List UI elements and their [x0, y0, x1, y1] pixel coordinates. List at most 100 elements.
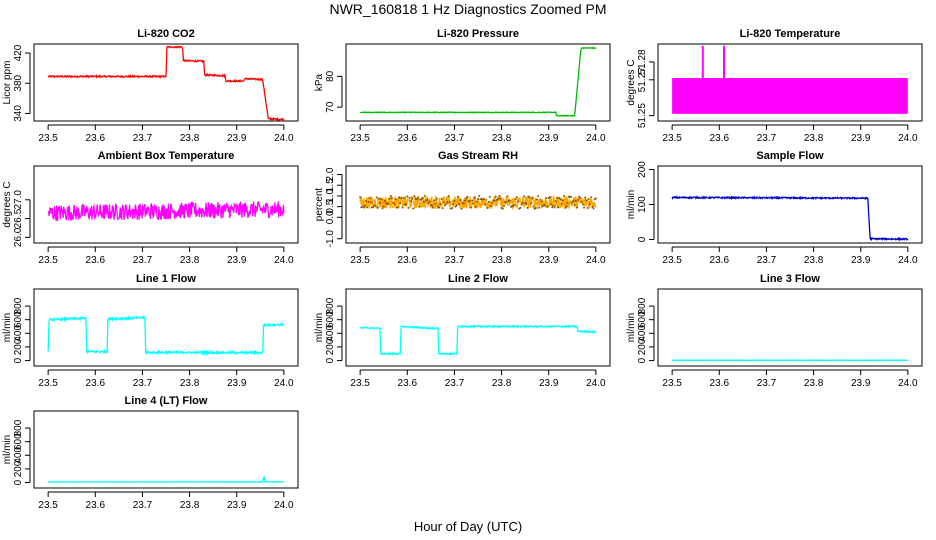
panel-7-y-tick-label: 600 [13, 311, 24, 328]
panel-5-data-point [378, 197, 380, 200]
panel-5-data-point [428, 200, 431, 203]
panel-7-title: Line 1 Flow [136, 273, 196, 285]
panel-5-data-point [475, 200, 478, 203]
panel-5-data-point [401, 206, 404, 209]
panel-7-y-tick-label: 200 [13, 338, 24, 355]
panel-1-x-tick-label: 23.8 [180, 133, 200, 144]
panel-5-data-point [421, 196, 424, 199]
panel-5-data-point [398, 196, 401, 199]
panel-5-data-point [557, 206, 560, 209]
panel-5-data-point [525, 203, 528, 206]
panel-5-data-point [574, 199, 577, 202]
panel-5-data-point [563, 194, 566, 197]
panel-5-data-point [447, 194, 450, 197]
panel-5-data-point [513, 204, 516, 207]
panel-5-data-point [394, 198, 397, 201]
panel-4-x-tick-label: 23.8 [180, 255, 200, 266]
panel-6-x-tick-label: 23.7 [757, 255, 777, 266]
panel-9-y-tick-label: 600 [637, 311, 648, 328]
panel-5-data-point [460, 207, 463, 210]
panel-5-data-point [423, 195, 426, 198]
panel-5-data-point [381, 207, 384, 210]
panel-5-data-point [409, 200, 412, 203]
panel-10-series-line [47, 476, 284, 483]
panel-5-data-point [477, 197, 479, 200]
panel-10-y-tick-label: 0 [13, 479, 24, 485]
panel-5-data-point [505, 201, 508, 204]
panel-5-data-point [527, 195, 530, 198]
panel-5-data-point [440, 198, 443, 201]
panel-2-y-tick-label: 80 [325, 70, 336, 82]
panel-7-y-label: ml/min [2, 313, 13, 342]
panel-7-frame [33, 288, 299, 367]
panel-5-data-point [540, 200, 543, 203]
panel-3-frame [657, 43, 923, 122]
panel-5-data-point [576, 206, 578, 209]
panel-5-data-point [493, 199, 496, 202]
panel-5-data-point [363, 204, 366, 207]
panel-6-x-tick-label: 23.8 [804, 255, 824, 266]
panel-6-title: Sample Flow [756, 150, 824, 162]
figure-x-label: Hour of Day (UTC) [414, 519, 522, 534]
panel-8-y-tick-label: 400 [325, 325, 336, 342]
panel-7: Line 1 Flow 23.5 23.6 23.7 23.8 23.9 24.0 0 2004… [2, 273, 299, 389]
panel-6: Sample Flow 23.5 23.6 23.7 23.8 23.9 24.0 0 100 2… [626, 150, 923, 266]
panel-5-series-line [359, 194, 597, 211]
panel-5-data-point [539, 198, 542, 201]
panel-5-data-point [473, 196, 476, 199]
panel-5-data-point [580, 200, 583, 203]
panel-5-data-point [550, 203, 553, 206]
panel-5-data-point [399, 202, 402, 205]
panel-8-x-tick-label: 23.8 [492, 378, 512, 389]
panel-5-data-point [592, 207, 595, 210]
panel-8-x-tick-label: 23.6 [398, 378, 418, 389]
panel-5-data-point [551, 206, 554, 209]
panel-6-x-tick-label: 23.9 [851, 255, 871, 266]
panel-5-data-point [591, 205, 594, 208]
panel-6-frame [657, 165, 923, 244]
panel-5-data-point [387, 203, 390, 206]
panel-5-data-point [469, 206, 472, 209]
panel-5-data-point [453, 199, 456, 202]
panel-5-data-point [416, 196, 419, 199]
panel-5-data-point [468, 199, 471, 202]
panel-5-data-point [374, 204, 377, 207]
panel-4-x-tick-label: 24.0 [274, 255, 294, 266]
panel-4-y-label: degrees C [2, 181, 13, 227]
panel-1-y-tick-label: 380 [13, 74, 24, 91]
panel-5-data-point [408, 196, 411, 199]
panel-5-data-point [534, 206, 537, 209]
panel-5-data-point [400, 197, 403, 200]
panel-5-data-point [396, 206, 399, 209]
panel-3-y-tick-label: 51.27 [637, 67, 648, 92]
panel-2-x-tick-label: 24.0 [586, 133, 606, 144]
panel-5-data-point [386, 201, 389, 204]
panel-5-data-point [369, 201, 372, 204]
panel-6-x-tick-label: 24.0 [898, 255, 918, 266]
panel-5-data-point [519, 206, 522, 209]
panel-3-x-tick-label: 23.5 [662, 133, 682, 144]
panel-4-x-tick-label: 23.5 [38, 255, 58, 266]
panel-5-data-point [390, 197, 393, 200]
panel-5-data-point [594, 197, 597, 200]
panel-5-data-point [559, 198, 562, 201]
panel-5-data-point [420, 198, 423, 201]
panel-5-data-point [521, 202, 524, 205]
panel-5-data-point [406, 195, 409, 198]
panel-5-data-point [498, 195, 501, 198]
panel-5-data-point [383, 199, 386, 202]
panel-5-data-point [362, 206, 365, 209]
panel-1-y-tick-label: 340 [13, 105, 24, 122]
panel-5-data-point [585, 199, 588, 202]
panel-5-data-point [514, 198, 517, 201]
panel-5-data-point [552, 204, 555, 207]
panel-5-data-point [485, 198, 488, 201]
panels: Li-820 CO2 23.5 23.6 23.7 23.8 23.9 24.0 340 380… [2, 28, 923, 511]
panel-6-y-tick-label: 100 [637, 196, 648, 213]
panel-6-y-tick-label: 0 [637, 236, 648, 242]
panel-5-series-dots [359, 194, 597, 210]
panel-7-y-tick-label: 0 [13, 357, 24, 363]
panel-4-x-tick-label: 23.9 [227, 255, 247, 266]
panel-5-frame [345, 165, 611, 244]
panel-2-series-line [359, 46, 597, 117]
